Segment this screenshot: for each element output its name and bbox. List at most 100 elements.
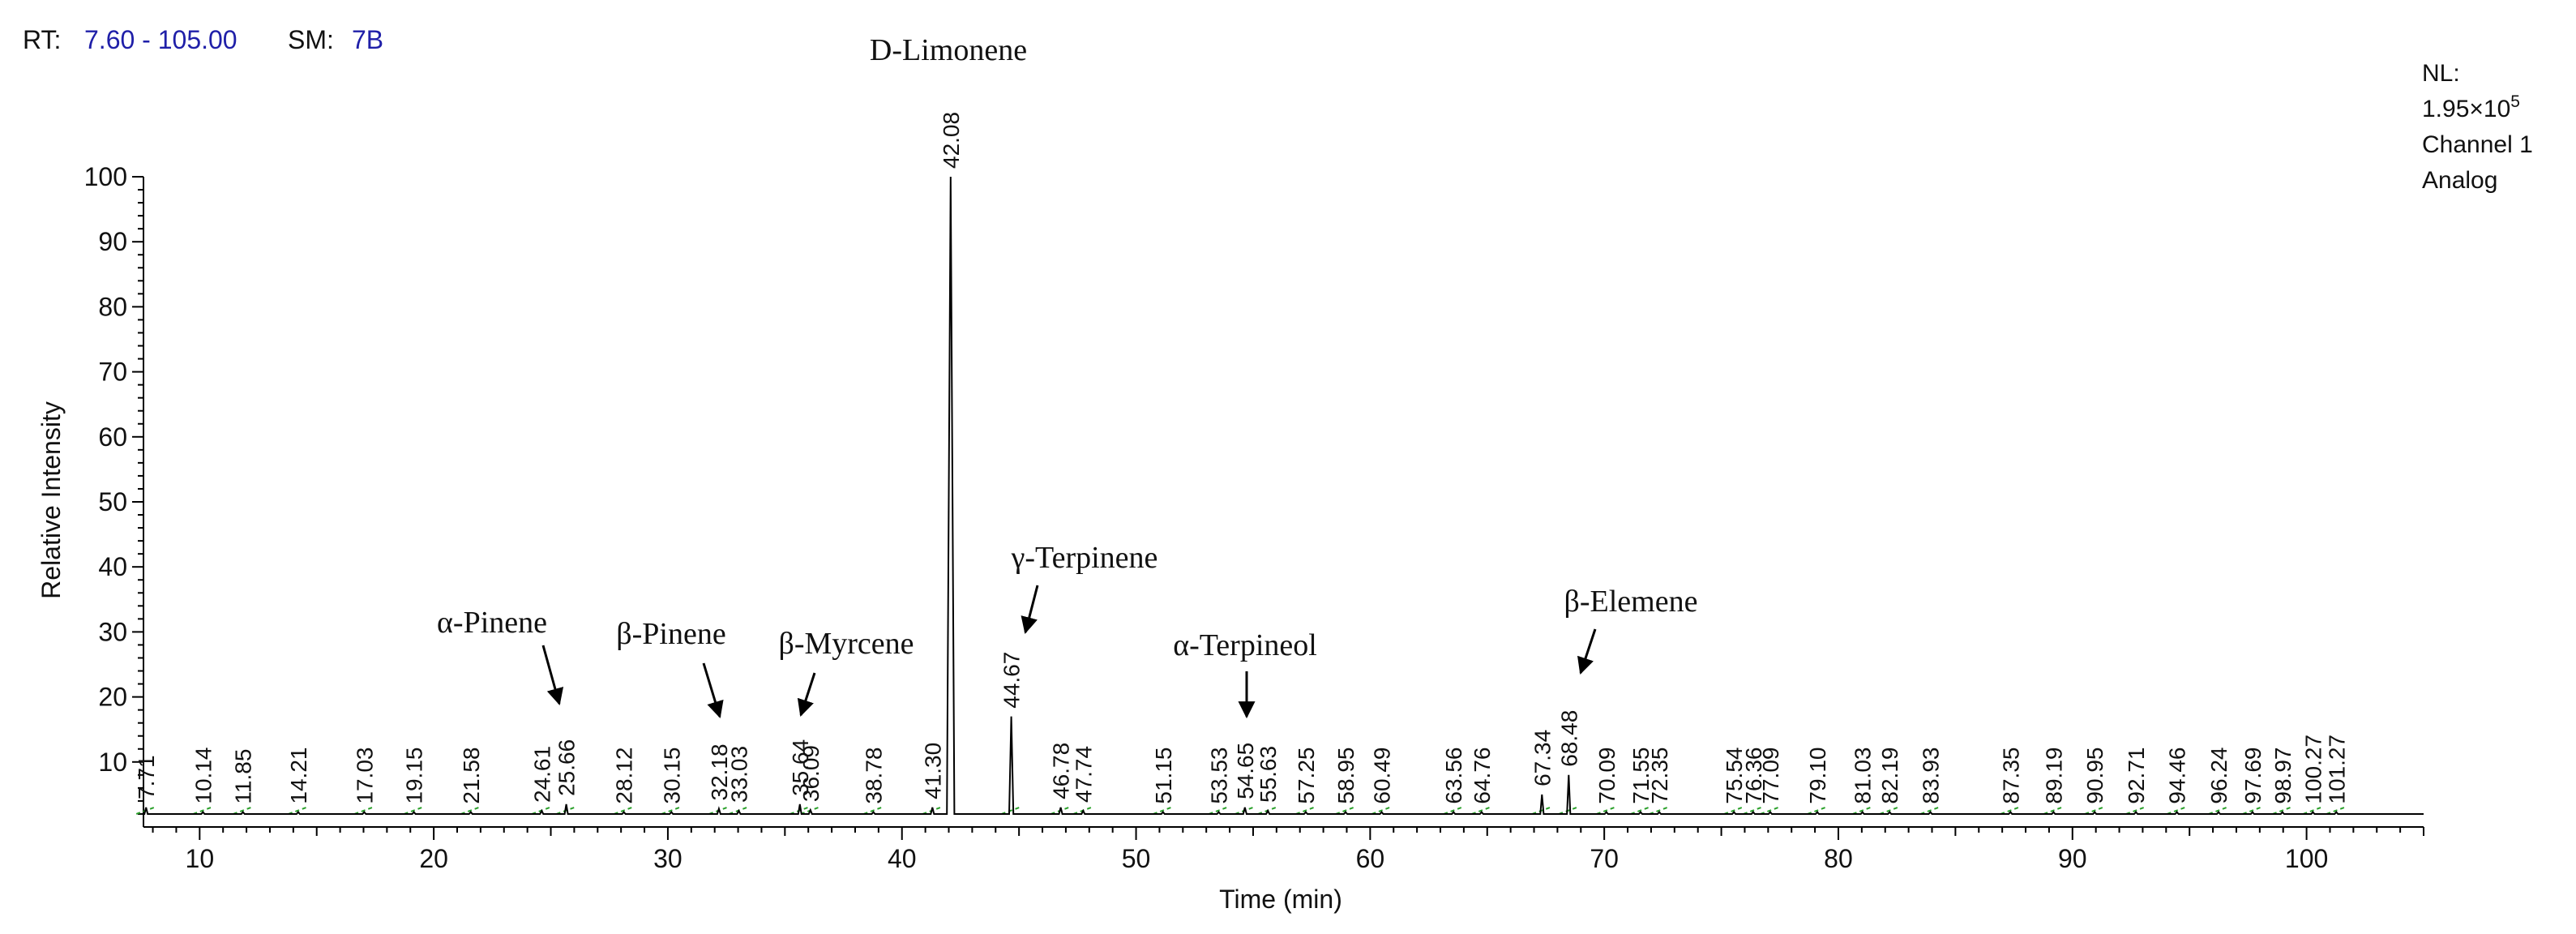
y-tick-label: 30 [98,617,127,646]
peak-rt-label: 57.25 [1294,748,1319,804]
peak-rt-label: 64.76 [1470,748,1495,804]
nl-analog: Analog [2422,167,2497,194]
baseline-marker [1760,807,1779,815]
y-axis-title: Relative Intensity [36,401,66,599]
x-tick-label: 20 [419,844,448,873]
compound-label: β-Pinene [616,617,725,651]
peak-rt-label: 36.09 [798,745,824,802]
baseline-marker [1596,807,1615,815]
baseline-marker [1371,807,1390,815]
compound-label: γ-Terpinene [1011,541,1158,575]
baseline-marker [1807,807,1826,815]
peak-rt-label: 83.93 [1919,748,1944,804]
peak-rt-label: 100.27 [2300,735,2326,804]
nl-value: 1.95×105 [2422,92,2520,122]
peak-rt-label: 96.24 [2206,748,2232,804]
peak-rt-label: 32.18 [707,743,732,800]
peak-rt-label: 87.35 [1998,748,2023,804]
peak-rt-label: 53.53 [1207,748,1232,804]
annotation-arrow [541,645,564,706]
peak-rt-label: 30.15 [659,748,684,804]
chromatogram-trace [143,176,2424,815]
peak-rt-label: 44.67 [999,652,1025,709]
peak-rt-label: 10.14 [190,748,216,804]
baseline-marker [1879,807,1898,815]
peak-rt-label: 35.64 [788,739,813,796]
peak-rt-label: 17.03 [352,748,377,804]
peak-rt-label: 92.71 [2124,748,2149,804]
peak-rt-label: 97.69 [2240,748,2266,804]
peak-rt-label: 51.15 [1151,748,1176,804]
peak-rt-label: 7.71 [134,755,159,799]
baseline-marker [1630,807,1650,815]
compound-annotations: D-Limonene α-Pinene β-Pinene β-Myrcene γ-Ter… [437,33,1697,719]
annotation-arrow [1577,628,1597,675]
peak-rt-label: 71.55 [1628,748,1654,804]
y-tick-label: 70 [98,358,127,387]
peak-rt-label: 41.30 [920,743,945,799]
peak-rt-label: 63.56 [1441,748,1466,804]
peak-rt-label: 33.03 [726,746,751,803]
baseline-marker [1471,807,1491,815]
baseline-marker [1001,807,1020,815]
run-header: RT: 7.60 - 105.00 SM: 7B [23,25,383,54]
y-tick-label: 20 [98,683,127,712]
x-tick-label: 60 [1356,844,1385,873]
trace-line [143,176,2424,815]
peak-rt-label: 98.97 [2270,748,2296,804]
baseline-marker [1852,807,1872,815]
baseline-markers [135,807,2345,815]
baseline-marker [1723,807,1743,815]
peak-rt-label: 38.78 [862,748,887,804]
baseline-marker [354,807,373,815]
rt-label: RT: [23,25,61,54]
compound-label: α-Pinene [437,606,547,640]
nl-mantissa: 1.95×10 [2422,96,2510,122]
peak-rt-label: 72.35 [1647,748,1672,804]
baseline-marker [193,807,212,815]
nl-info: NL: 1.95×105 Channel 1 Analog [2422,60,2533,194]
y-tick-label: 10 [98,748,127,777]
peak-rt-label: 67.34 [1530,730,1555,786]
baseline-marker [614,807,632,815]
x-tick-label: 90 [2058,844,2087,873]
x-tick-label: 70 [1590,844,1619,873]
x-tick-label: 50 [1122,844,1151,873]
baseline-marker [404,807,422,815]
baseline-marker [2084,807,2103,815]
peak-labels: 7.71 10.14 11.85 14.21 17.03 19.15 21.58 24.61 2… [134,112,2349,804]
baseline-marker [2303,807,2321,815]
peak-rt-label: 47.74 [1071,746,1096,803]
baseline-marker [288,807,307,815]
rt-value: 7.60 - 105.00 [84,25,237,54]
x-tick-label: 10 [186,844,215,873]
peak-rt-label: 55.63 [1256,746,1281,803]
peak-rt-label: 42.08 [939,112,964,169]
baseline-marker [2242,807,2261,815]
annotation-arrow [1021,585,1039,635]
baseline-marker [1209,807,1227,815]
annotation-arrow [797,672,816,717]
compound-label: D-Limonene [870,33,1027,67]
x-axis-title: Time (min) [1219,885,1342,914]
baseline-marker [1295,807,1315,815]
peak-rt-label: 14.21 [286,748,311,804]
sm-value: 7B [352,25,383,54]
peak-rt-label: 19.15 [402,748,427,804]
peak-rt-label: 24.61 [529,746,554,803]
y-tick-label: 90 [98,227,127,256]
compound-label: α-Terpineol [1173,628,1317,662]
x-tick-label: 40 [888,844,917,873]
baseline-marker [2000,807,2019,815]
peak-rt-label: 101.27 [2324,735,2349,804]
peak-rt-label: 60.49 [1370,748,1395,804]
peak-rt-label: 79.10 [1805,748,1830,804]
peak-rt-label: 28.12 [612,748,637,804]
peak-rt-label: 82.19 [1877,748,1902,804]
peak-rt-label: 77.09 [1758,748,1783,804]
y-tick-label: 60 [98,422,127,452]
baseline-marker [2043,807,2062,815]
baseline-marker [1920,807,1939,815]
x-tick-label: 30 [653,844,683,873]
nl-channel: Channel 1 [2422,131,2533,158]
